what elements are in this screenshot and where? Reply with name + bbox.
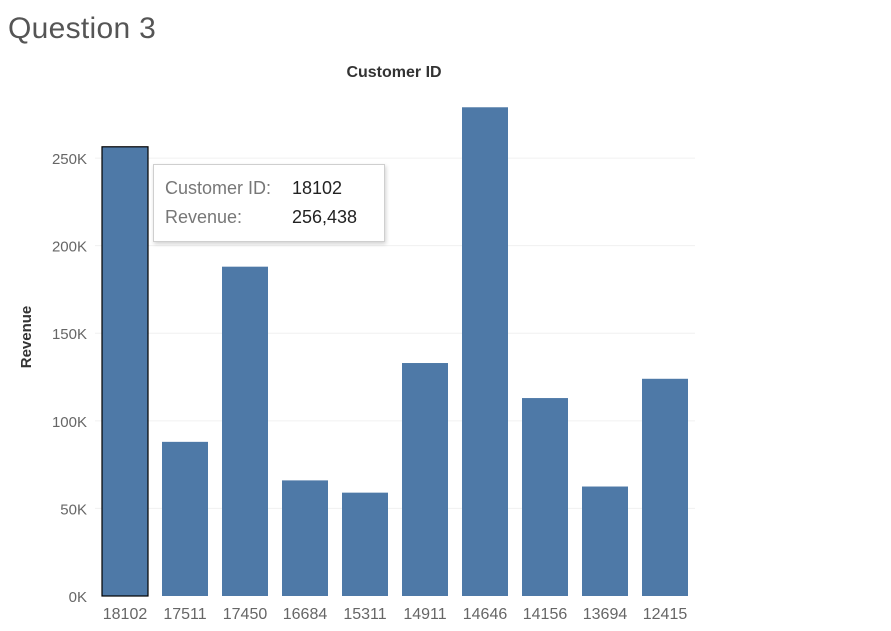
y-tick-label: 200K <box>52 239 87 256</box>
x-tick-label: 12415 <box>643 606 688 623</box>
x-tick-label: 17511 <box>163 606 206 623</box>
bar-16684 <box>282 480 328 596</box>
tooltip-revenue-row: Revenue: 256,438 <box>165 207 357 228</box>
y-tick-label: 250K <box>52 151 87 168</box>
x-tick-label: 15311 <box>343 606 386 623</box>
bar-12415 <box>642 378 688 596</box>
tooltip-revenue-key: Revenue: <box>165 207 243 227</box>
x-tick-label: 14156 <box>523 606 568 623</box>
x-tick-label: 16684 <box>283 606 328 623</box>
tooltip: Customer ID: 18102 Revenue: 256,438 <box>153 164 385 242</box>
bars <box>101 107 688 597</box>
x-tick-label: 13694 <box>583 606 628 623</box>
x-axis-ticks: 18102 17511 17450 16684 15311 14911 14646 14156… <box>103 606 688 623</box>
y-axis-label: Revenue <box>18 306 35 369</box>
x-tick-label: 14911 <box>403 606 446 623</box>
y-tick-label: 150K <box>52 326 87 343</box>
bar-17511 <box>162 441 208 596</box>
tooltip-customer-value: 18102 <box>292 178 343 198</box>
y-tick-label: 0K <box>69 589 87 606</box>
column-header: Customer ID <box>346 64 441 81</box>
bar-13694 <box>582 486 628 596</box>
bar-18102 <box>101 146 149 597</box>
bar-14911 <box>402 363 448 596</box>
bar-15311 <box>342 492 388 596</box>
bar-17450 <box>222 266 268 596</box>
y-tick-label: 50K <box>60 501 87 518</box>
x-tick-label: 18102 <box>103 606 148 623</box>
bar-14156 <box>522 398 568 596</box>
x-tick-label: 17450 <box>223 606 268 623</box>
y-axis-ticks: 0K 50K 100K 150K 200K 250K <box>52 151 87 606</box>
tooltip-revenue-value: 256,438 <box>292 207 358 227</box>
y-tick-label: 100K <box>52 414 87 431</box>
tooltip-customer-row: Customer ID: 18102 <box>165 178 342 199</box>
tooltip-customer-key: Customer ID: <box>165 178 272 198</box>
sheet-title: Question 3 <box>8 12 157 45</box>
x-tick-label: 14646 <box>463 606 508 623</box>
bar-14646 <box>462 107 508 596</box>
